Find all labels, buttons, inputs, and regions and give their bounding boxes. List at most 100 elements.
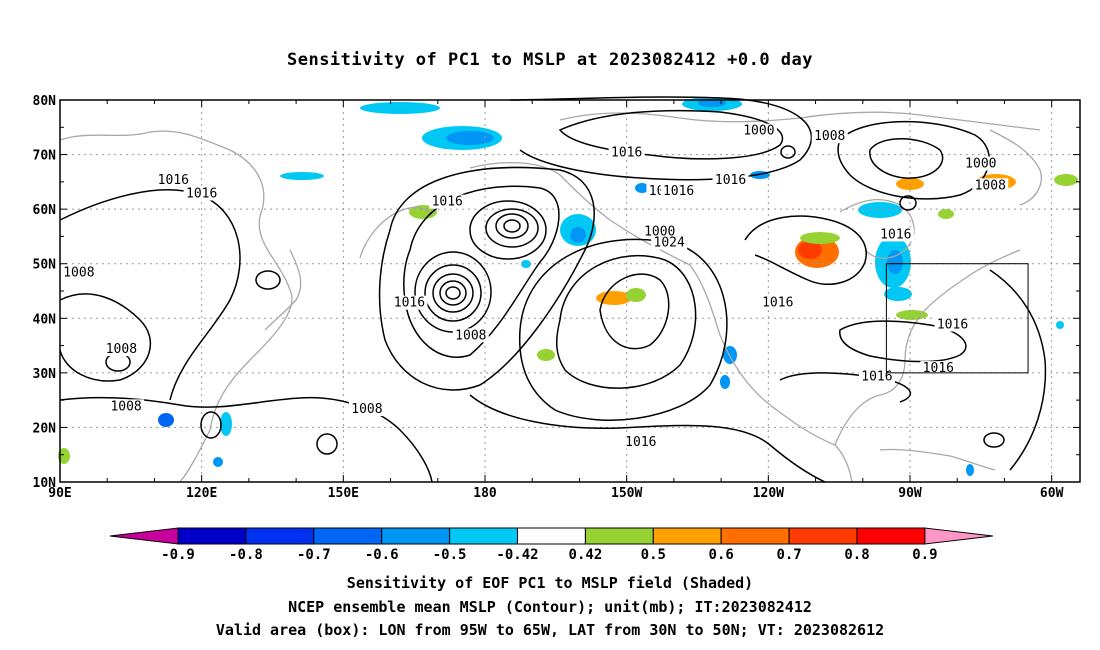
colorbar-high-extend <box>924 527 993 545</box>
colorbar-swatch <box>584 527 654 545</box>
contour-label: 1008 <box>63 266 94 281</box>
coastline-gulf <box>834 249 1021 446</box>
coastline-arctic <box>559 111 1041 131</box>
mslp-contour <box>899 195 917 211</box>
contour-label-bg <box>972 178 1009 193</box>
contour-label: 1000 <box>743 124 774 139</box>
mslp-contour <box>469 394 826 483</box>
contour-label: 1000 <box>644 225 675 240</box>
contour-label-bg <box>858 369 895 384</box>
colorbar-swatch <box>788 527 858 545</box>
coastline-hudson <box>839 199 915 259</box>
shade-negative <box>887 250 903 274</box>
lon-label: 120W <box>753 486 784 501</box>
shade-positive <box>409 205 437 219</box>
contour-label-bg <box>155 172 192 187</box>
contour-label: 1008 <box>975 178 1006 193</box>
mslp-contour <box>59 396 433 483</box>
contour-label-bg <box>759 295 796 310</box>
mslp-contour <box>316 433 338 455</box>
shade-negative <box>422 126 502 150</box>
colorbar-label: 0.7 <box>776 547 801 563</box>
contour-label: 1016 <box>715 173 746 188</box>
colorbar-label: -0.42 <box>496 547 538 563</box>
shade-positive <box>798 241 822 259</box>
shade-positive <box>795 236 839 268</box>
contour-label-bg <box>452 328 489 343</box>
shade-negative <box>570 227 586 243</box>
colorbar-swatch <box>381 527 451 545</box>
contour-label: 1016 <box>663 184 694 199</box>
shade-negative <box>635 183 649 193</box>
colorbar-label: 0.42 <box>569 547 603 563</box>
shade-negative <box>858 202 902 218</box>
shade-negative <box>446 131 494 145</box>
axis-ticks <box>59 99 1080 483</box>
shade-negative <box>682 97 742 111</box>
contour-label: 1016 <box>861 369 892 384</box>
shade-positive <box>800 232 840 244</box>
shade-positive <box>1054 174 1078 186</box>
mslp-contour <box>558 109 784 160</box>
colorbar-label: -0.6 <box>365 547 399 563</box>
lat-label: 60N <box>33 203 57 218</box>
mslp-contours <box>59 96 1047 483</box>
mslp-contour <box>509 96 813 181</box>
lat-label: 20N <box>33 421 57 436</box>
coastlines <box>59 111 1042 483</box>
contour-label: 1008 <box>110 399 141 414</box>
lat-label: 30N <box>33 367 57 382</box>
shade-negative <box>220 412 232 436</box>
mslp-contour <box>503 219 521 233</box>
contour-label-bg <box>646 183 683 198</box>
colorbar-label: 0.8 <box>844 547 869 563</box>
contour-label: 1016 <box>432 195 463 210</box>
colorbar-label: -0.8 <box>229 547 263 563</box>
caption-valid-area: Valid area (box): LON from 95W to 65W, L… <box>215 621 885 639</box>
mslp-contour <box>780 145 796 159</box>
colorbar-label: 0.9 <box>912 547 937 563</box>
colorbar-label: 0.5 <box>641 547 666 563</box>
mslp-contour <box>445 286 461 300</box>
shade-negative <box>723 346 737 364</box>
shade-negative <box>698 99 726 107</box>
shade-negative <box>213 457 223 467</box>
mslp-contour <box>485 208 539 248</box>
lat-label: 80N <box>33 94 57 109</box>
lat-axis-labels: 10N 20N 30N 40N 50N 60N 70N 80N <box>33 94 57 491</box>
mslp-contour <box>403 185 560 358</box>
contour-label-bg <box>103 342 140 357</box>
colorbar-label: -0.9 <box>161 547 195 563</box>
shade-negative <box>750 171 770 179</box>
contour-label-bg <box>608 145 645 160</box>
lon-label: 60W <box>1040 486 1064 501</box>
colorbar-swatch <box>652 527 722 545</box>
contour-label: 1024 <box>654 236 685 251</box>
coastline-japan <box>264 249 302 331</box>
colorbar-swatch <box>517 527 586 545</box>
colorbar-label: -0.7 <box>297 547 331 563</box>
shade-positive <box>596 291 632 305</box>
mslp-contour <box>439 280 467 306</box>
contour-label-bg <box>712 172 749 187</box>
contour-label: 1016 <box>762 296 793 311</box>
shade-negative <box>521 260 531 268</box>
contour-label: 1016 <box>625 435 656 450</box>
mslp-contour <box>518 238 728 421</box>
lat-label: 70N <box>33 149 57 164</box>
mslp-contour <box>105 352 131 372</box>
shade-positive <box>537 349 555 361</box>
contour-label-bg <box>660 183 697 198</box>
mslp-contour <box>469 200 547 260</box>
contour-label-bg <box>740 123 777 138</box>
map-title: Sensitivity of PC1 to MSLP at 2023082412… <box>286 50 813 70</box>
colorbar-label: 0.6 <box>709 547 734 563</box>
lat-label: 40N <box>33 312 57 327</box>
shade-negative <box>360 102 440 114</box>
contour-label: 1008 <box>649 184 680 199</box>
mslp-contour <box>869 138 944 179</box>
graticule <box>60 100 1080 482</box>
coastline-north-america-west <box>689 264 853 483</box>
mslp-contour <box>200 411 222 439</box>
